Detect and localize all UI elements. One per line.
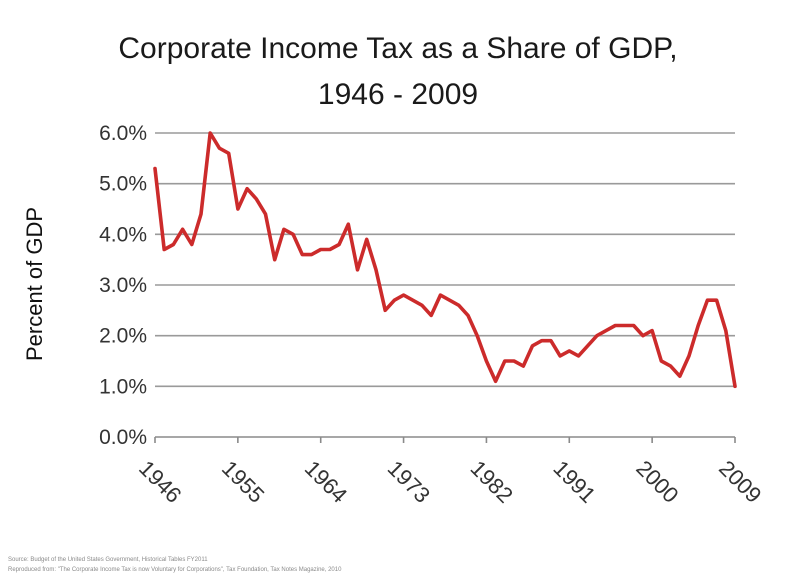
x-tick-label: 1964 bbox=[300, 456, 352, 508]
x-axis-ticks: 1946 1955 1964 1973 1982 1991 2000 2009 bbox=[134, 437, 766, 508]
x-tick-label: 1982 bbox=[466, 456, 518, 508]
y-axis-ticks: 0.0% 1.0% 2.0% 3.0% 4.0% 5.0% 6.0% bbox=[99, 122, 147, 449]
source-note-line-1: Source: Budget of the United States Gove… bbox=[8, 557, 208, 563]
x-tick-label: 1973 bbox=[383, 456, 435, 508]
chart-title-line-1: Corporate Income Tax as a Share of GDP, bbox=[118, 32, 677, 65]
x-tick-label: 1991 bbox=[548, 456, 600, 508]
y-axis-label: Percent of GDP bbox=[22, 207, 47, 361]
x-tick-label: 2000 bbox=[631, 456, 683, 508]
y-tick-label: 0.0% bbox=[99, 426, 147, 449]
y-tick-label: 5.0% bbox=[99, 173, 147, 196]
gridlines bbox=[155, 133, 735, 386]
y-tick-label: 3.0% bbox=[99, 274, 147, 297]
series-line bbox=[155, 133, 735, 386]
y-tick-label: 2.0% bbox=[99, 325, 147, 348]
y-tick-label: 4.0% bbox=[99, 223, 147, 246]
x-tick-label: 1955 bbox=[217, 456, 269, 508]
x-tick-label: 2009 bbox=[714, 456, 766, 508]
chart-title-line-2: 1946 - 2009 bbox=[318, 78, 478, 111]
series-lines bbox=[155, 133, 735, 386]
x-tick-label: 1946 bbox=[134, 456, 186, 508]
y-tick-label: 6.0% bbox=[99, 122, 147, 145]
source-note-line-2: Reproduced from: "The Corporate Income T… bbox=[8, 567, 341, 573]
y-tick-label: 1.0% bbox=[99, 375, 147, 398]
